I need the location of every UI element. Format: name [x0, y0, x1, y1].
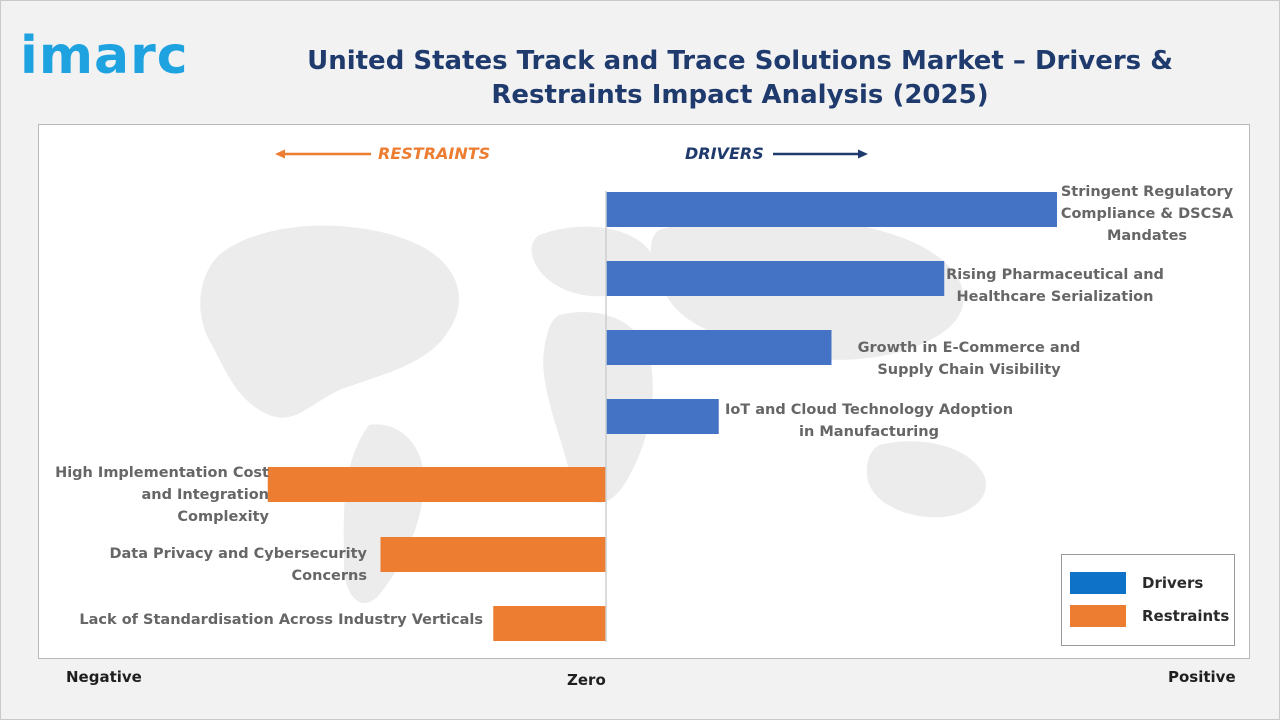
legend-item-drivers: Drivers	[1070, 571, 1203, 595]
legend-label-restraints: Restraints	[1142, 607, 1230, 625]
bar-label: Stringent Regulatory Compliance & DSCSA …	[1060, 184, 1234, 244]
bar-drivers-0	[606, 192, 1057, 227]
legend-swatch-drivers	[1070, 572, 1126, 594]
legend: Drivers Restraints	[1061, 554, 1235, 646]
drivers-arrow	[773, 149, 868, 159]
legend-item-restraints: Restraints	[1070, 604, 1229, 628]
bar-drivers-1	[606, 261, 945, 296]
bars-layer	[267, 192, 1057, 641]
bar-label: High Implementation Cost and Integration…	[55, 465, 269, 525]
bar-restraints-5	[380, 537, 606, 572]
bar-restraints-6	[493, 606, 606, 641]
bar-chart-svg	[200, 149, 1057, 642]
drivers-direction-label: DRIVERS	[685, 144, 764, 163]
bar-label: Growth in E-Commerce and Supply Chain Vi…	[857, 340, 1081, 378]
restraints-direction-label: RESTRAINTS	[378, 144, 491, 163]
restraints-arrow	[275, 149, 371, 159]
legend-label-drivers: Drivers	[1142, 574, 1204, 592]
bar-drivers-2	[606, 330, 832, 365]
bar-label: Lack of Standardisation Across Industry …	[79, 612, 483, 628]
legend-swatch-restraints	[1070, 605, 1126, 627]
chart-title: United States Track and Trace Solutions …	[307, 46, 1173, 110]
plot-area: RESTRAINTS DRIVERS Stringent Regulatory …	[38, 124, 1250, 659]
bar-label: Rising Pharmaceutical and Healthcare Ser…	[946, 267, 1164, 305]
positive-axis-label: Positive	[1168, 668, 1236, 686]
negative-axis-label: Negative	[66, 668, 142, 686]
bar-drivers-3	[606, 399, 719, 434]
zero-axis-label: Zero	[567, 671, 606, 689]
bar-label: IoT and Cloud Technology Adoption in Man…	[724, 402, 1014, 440]
imarc-logo: imarc	[20, 26, 189, 86]
bar-label: Data Privacy and Cybersecurity Concerns	[109, 546, 367, 584]
bar-restraints-4	[267, 467, 606, 502]
